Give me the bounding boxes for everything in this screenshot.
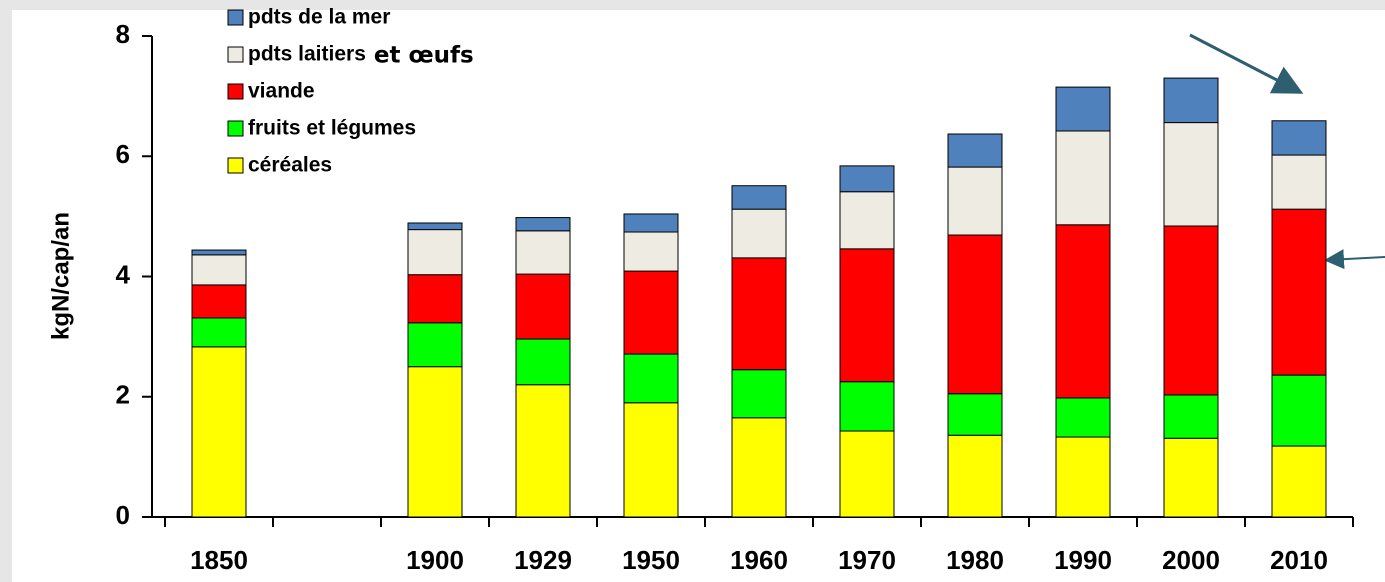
- x-tick-label: 2010: [1270, 545, 1328, 575]
- bar-segment: [731, 208, 787, 259]
- bar-segment: [191, 317, 247, 348]
- bar-segment: [1163, 122, 1219, 227]
- bar-segment: [1163, 77, 1219, 124]
- x-tick-label: 1929: [514, 545, 572, 575]
- bar-segment: [515, 273, 571, 340]
- bar-segment: [623, 353, 679, 404]
- bar-segment: [191, 249, 247, 256]
- bar-segment: [407, 229, 463, 276]
- legend-label: fruits et légumes: [248, 117, 416, 140]
- bar-segment: [623, 231, 679, 272]
- x-tick-label: 1970: [838, 545, 896, 575]
- bar-segment: [1163, 225, 1219, 396]
- arrow: [1324, 249, 1385, 270]
- bar-segment: [1271, 154, 1327, 210]
- bar-segment: [839, 248, 895, 383]
- x-tick-label: 1960: [730, 545, 788, 575]
- y-tick-label: 6: [116, 139, 130, 169]
- x-tick-label: 2000: [1162, 545, 1220, 575]
- bar-segment: [1055, 397, 1111, 438]
- bar-segment: [623, 270, 679, 355]
- bar-segment: [191, 254, 247, 286]
- y-tick-label: 8: [116, 19, 130, 49]
- bar-segment: [947, 434, 1003, 518]
- arrow: [1189, 33, 1304, 94]
- x-tick-label: 1980: [946, 545, 1004, 575]
- x-tick-label: 1950: [622, 545, 680, 575]
- bar-segment: [839, 430, 895, 518]
- legend-swatch: [227, 83, 244, 100]
- legend-label: céréales: [248, 154, 332, 177]
- y-tick-label: 0: [116, 500, 130, 530]
- x-tick-label: 1990: [1054, 545, 1112, 575]
- legend-swatch: [227, 157, 244, 174]
- bar-segment: [839, 381, 895, 432]
- legend-label: viande: [248, 80, 315, 103]
- bar-segment: [731, 185, 787, 210]
- x-tick-label: 1900: [406, 545, 464, 575]
- bar-segment: [1271, 445, 1327, 518]
- bar-segment: [947, 234, 1003, 395]
- bar-segment: [1271, 208, 1327, 376]
- bar-segment: [623, 213, 679, 233]
- bar-segment: [515, 217, 571, 232]
- bar-segment: [731, 257, 787, 371]
- bar-segment: [1055, 224, 1111, 399]
- y-tick-label: 2: [116, 380, 130, 410]
- x-tick-label: 1850: [190, 545, 248, 575]
- bar-segment: [407, 366, 463, 518]
- legend-swatch: [227, 46, 244, 63]
- bar-segment: [1163, 437, 1219, 518]
- bar-segment: [407, 274, 463, 324]
- legend-label: pdts laitiers: [248, 43, 366, 66]
- bar-segment: [191, 346, 247, 518]
- legend-label: pdts de la mer: [248, 6, 390, 29]
- bar-segment: [1055, 86, 1111, 132]
- y-tick-label: 4: [116, 259, 131, 289]
- bar-segment: [731, 369, 787, 419]
- bar-segment: [515, 338, 571, 386]
- bar-segment: [515, 230, 571, 275]
- bar-segment: [623, 402, 679, 518]
- bar-segment: [731, 417, 787, 518]
- legend-swatch: [227, 9, 244, 26]
- bar-segment: [1271, 120, 1327, 156]
- bar-segment: [407, 322, 463, 368]
- y-axis-label: kgN/cap/an: [47, 212, 74, 340]
- bar-segment: [1055, 436, 1111, 518]
- legend-swatch: [227, 120, 244, 137]
- bar-segment: [191, 284, 247, 319]
- bar-segment: [947, 393, 1003, 436]
- annotation: et œufs: [374, 43, 474, 69]
- bar-segment: [947, 133, 1003, 168]
- bar-segment: [839, 191, 895, 250]
- bar-segment: [407, 222, 463, 231]
- bar-segment: [1271, 374, 1327, 447]
- bar-segment: [515, 384, 571, 518]
- bar-segment: [839, 165, 895, 193]
- bar-segment: [947, 166, 1003, 236]
- bar-segment: [1055, 130, 1111, 226]
- bar-segment: [1163, 394, 1219, 439]
